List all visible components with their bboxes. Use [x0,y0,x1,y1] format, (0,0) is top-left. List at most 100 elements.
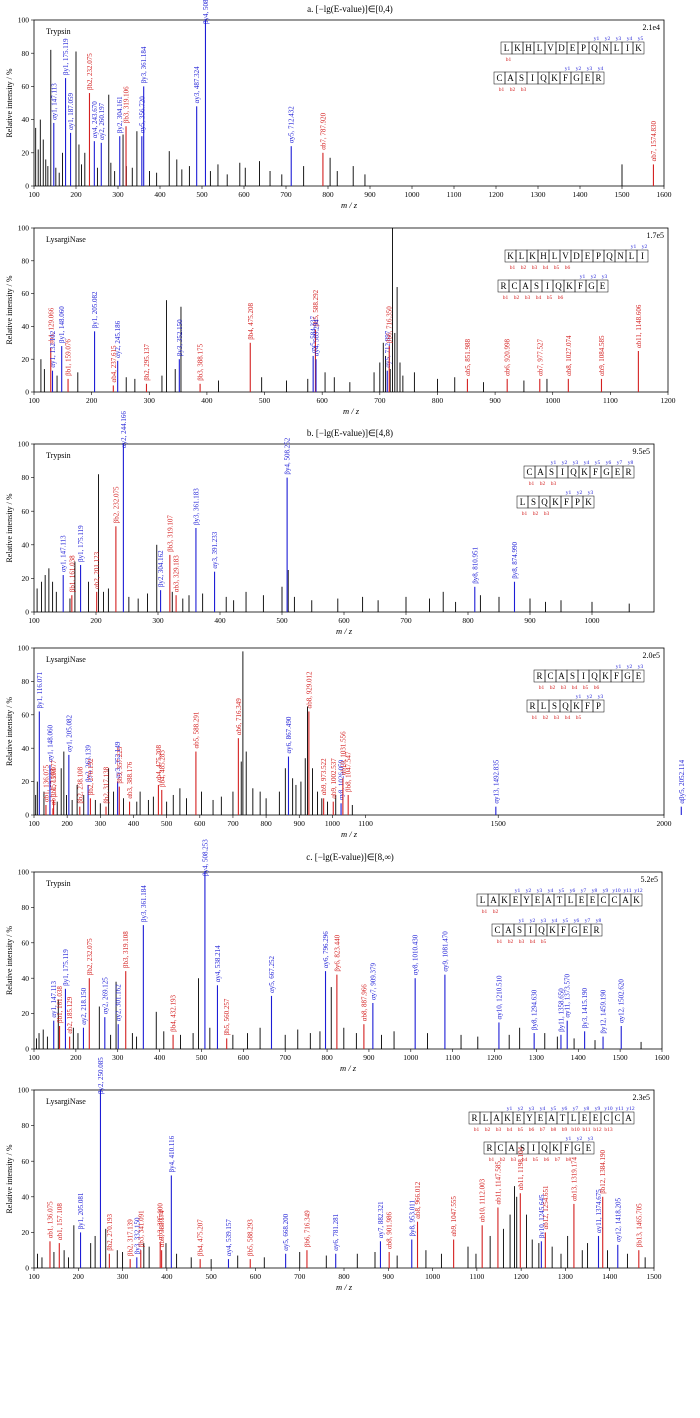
peak-label: αb1, 157.108 [56,1203,64,1240]
x-tick-label: 200 [90,616,102,625]
protease-label: LysargiNase [46,235,86,244]
y-ion-marker: y7 [581,888,587,894]
peak-label-separator: , [650,147,658,151]
peak-label: βy8, 953.011 [408,1199,416,1236]
peak-ion-name: βy2 [97,1083,105,1094]
peak-mz-value: 508.252 [284,437,292,460]
peak-ion-name: βy6 [333,961,341,972]
peak-mz-value: 361.184 [140,885,148,908]
peak-label: βy8, 810.951 [471,546,479,583]
y-ion-marker: y2 [605,36,611,42]
peak-label-separator: , [479,1205,487,1209]
y-ion-marker: y4 [584,460,590,466]
x-tick-label: 700 [280,190,292,199]
residue: C [497,1143,503,1153]
peak-label: αy3, 352.149 [114,741,122,778]
residue: G [603,467,610,477]
peak-label: αy4, 539.157 [225,1219,233,1256]
residue: I [531,73,534,83]
peak-mz-value: 147.113 [50,83,58,106]
peak-ion-name: βy2 [157,576,165,587]
peak-label: αb10, 1112.003 [479,1178,487,1222]
residue: K [573,701,580,711]
y-axis-title: Relative intensity / % [5,68,14,137]
y-ion-marker: y11 [615,1106,623,1112]
peak-mz-value: 1358.650 [557,988,565,1015]
peak-ion-name: βy1 [77,551,85,562]
x-tick-label: 500 [259,396,271,405]
peak-ion-name: αb8 [414,1208,422,1219]
residue: C [547,671,553,681]
b-ion-marker: b1 [482,909,488,915]
peak-label-separator: , [87,781,95,785]
peak-mz-value: 1147.585 [494,1161,502,1187]
residue: F [614,671,619,681]
peak-mz-value: 1081.470 [441,931,449,958]
b-ion-marker: b3 [554,715,560,721]
peak-ion-name: αy6 [332,1240,340,1251]
peak-label-separator: , [91,314,99,318]
residue: C [526,467,532,477]
peak-label-separator: , [56,1226,64,1230]
peak-label-separator: , [133,1240,141,1244]
residue: C [494,925,500,935]
peak-label-separator: , [223,1021,231,1025]
residue: N [602,43,609,53]
peak-label-separator: , [62,972,70,976]
x-tick-label: 200 [70,1053,82,1062]
peak-ion-name: βb5 [247,1245,255,1256]
spectrum-panel-c-lysarginase: 0 20 40 60 80 100 100 200 300 400 500 600 700 800 900 1… [5,1057,662,1292]
residue-box [582,495,595,509]
peak-label: αb8, 887.966 [360,984,368,1021]
residue: L [614,43,620,53]
x-tick-label: 400 [154,1053,166,1062]
peak-label: αb8, 966.012 [414,1181,422,1218]
peak-ion-name: βb13 [635,1233,643,1248]
x-tick-label: 500 [196,190,208,199]
y-ion-marker: y5 [638,36,644,42]
peak-label-separator: , [193,89,201,93]
x-tick-label: 500 [161,819,173,828]
peak-mz-value: 205.082 [91,291,99,314]
y-ion-marker: y3 [602,274,608,280]
peak-label-separator: , [345,778,353,782]
peak-label: αb9, 1002.537 [330,758,338,799]
peak-mz-value: 136.075 [42,765,50,788]
residue: L [552,251,558,261]
b-ion-marker: b4 [565,715,571,721]
peak-label-separator: , [492,786,500,790]
peak-ion-name: αb6 [235,724,243,735]
residue: Q [540,73,547,83]
peak-label-separator: , [46,1224,54,1228]
peak-label: βb2, 238.108 [76,766,84,803]
b-ion-marker: b1 [529,481,535,487]
peak-mz-value: 1459.190 [600,989,608,1016]
residue: A [622,895,629,905]
peak-label-separator: , [408,1222,416,1226]
peak-label-separator: , [122,954,130,958]
x-tick-label: 300 [144,396,156,405]
x-tick-label: 100 [28,1053,40,1062]
peak-label: αy1, 147.113 [50,981,58,1018]
peak-ion-name: βy1 [36,697,44,708]
residue: A [625,1113,632,1123]
peak-ion-name: βb2 [86,79,94,90]
y-tick-label: 40 [22,322,30,331]
peak-ion-name: αy4 [214,971,222,982]
peak-label-separator: , [66,1019,74,1023]
peak-label: αb4, 475.208 [155,745,163,782]
b-ion-marker: b5 [547,295,553,301]
peak-label-separator: , [303,1233,311,1237]
y-ion-marker: y9 [603,888,609,894]
peak-ion-name: βb4 [197,1245,205,1256]
peak-ion-name: βy12 [600,1019,608,1034]
b-ion-marker: b2 [510,87,516,93]
peak-ion-name: αb11 [635,334,643,348]
y-tick-label: 20 [22,1228,30,1237]
peak-ion-name: αy4 [313,345,321,356]
peak-label-separator: , [471,570,479,574]
peak-ion-name: αb9 [598,365,606,376]
peak-mz-value: 129.066 [47,307,55,330]
b-ion-marker: b1 [499,87,505,93]
